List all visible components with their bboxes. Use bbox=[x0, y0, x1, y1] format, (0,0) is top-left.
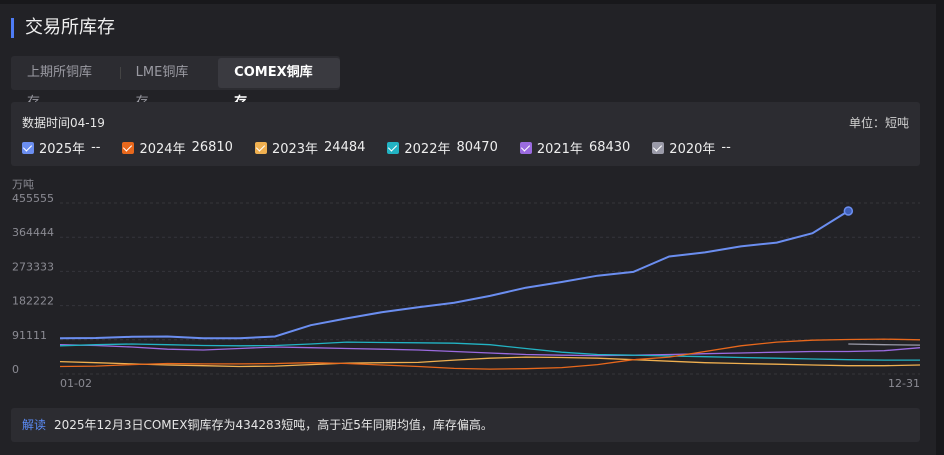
section-title: 交易所库存 bbox=[11, 18, 115, 38]
x-tick-label: 12-31 bbox=[888, 377, 920, 390]
y-tick-label: 273333 bbox=[12, 260, 54, 273]
legend: 2025年 -- 2024年 26810 2023年 24484 2022年 80470 202… bbox=[22, 138, 753, 157]
legend-checkbox[interactable] bbox=[387, 141, 400, 154]
legend-checkbox[interactable] bbox=[254, 141, 267, 154]
series-line bbox=[59, 210, 849, 340]
y-tick-label: 91111 bbox=[12, 329, 47, 342]
legend-value: 24484 bbox=[324, 140, 366, 155]
y-tick-label: 455555 bbox=[12, 192, 54, 205]
panel: 交易所库存 上期所铜库存 LME铜库存 COMEX铜库存 数据时间04-19 单… bbox=[0, 4, 936, 455]
series-line bbox=[59, 356, 921, 368]
legend-checkbox[interactable] bbox=[122, 141, 135, 154]
legend-item[interactable]: 2021年 68430 bbox=[519, 138, 631, 157]
annotation-box: 解读 2025年12月3日COMEX铜库存为434283短吨，高于近5年同期均值，… bbox=[11, 408, 920, 442]
legend-value: 80470 bbox=[456, 140, 498, 155]
legend-label: 2022年 bbox=[404, 142, 451, 157]
legend-checkbox[interactable] bbox=[22, 141, 34, 154]
series-line bbox=[59, 341, 920, 361]
x-tick-label: 01-02 bbox=[60, 377, 92, 390]
legend-label: 2020年 bbox=[669, 142, 716, 157]
legend-value: -- bbox=[91, 140, 101, 155]
legend-value: 68430 bbox=[588, 140, 631, 155]
series-line bbox=[848, 343, 921, 346]
legend-item[interactable]: 2024年 26810 bbox=[122, 138, 233, 157]
end-point bbox=[843, 206, 854, 216]
y-tick-label: 364444 bbox=[12, 226, 54, 239]
legend-checkbox[interactable] bbox=[519, 141, 532, 154]
legend-value: 26810 bbox=[191, 140, 233, 155]
legend-panel: 数据时间04-19 单位：短吨 2025年 -- 2024年 26810 2023年 24… bbox=[11, 102, 920, 166]
legend-label: 2025年 bbox=[39, 142, 86, 157]
tab-active[interactable]: COMEX铜库存 bbox=[218, 58, 340, 110]
legend-item[interactable]: 2023年 24484 bbox=[254, 138, 366, 157]
legend-checkbox[interactable] bbox=[652, 141, 665, 154]
y-unit: 万吨 bbox=[12, 178, 34, 191]
legend-label: 2024年 bbox=[139, 142, 186, 157]
legend-item[interactable]: 2025年 -- bbox=[22, 138, 100, 157]
y-tick-label: 0 bbox=[12, 363, 19, 376]
legend-value: -- bbox=[721, 140, 731, 155]
legend-label: 2023年 bbox=[271, 142, 319, 157]
series-line bbox=[59, 338, 921, 370]
annotation: 2025年12月3日COMEX铜库存为434283短吨，高于近5年同期均值，库存… bbox=[54, 418, 493, 432]
legend-label: 2021年 bbox=[536, 142, 583, 157]
y-tick-label: 182222 bbox=[12, 295, 54, 308]
series-line bbox=[59, 344, 921, 357]
annotation-label: 解读 bbox=[22, 418, 47, 432]
legend-item[interactable]: 2022年 80470 bbox=[387, 138, 498, 157]
data-time: 数据时间04-19 bbox=[22, 116, 105, 130]
legend-item[interactable]: 2020年 -- bbox=[652, 138, 731, 157]
unit: 单位：短吨 bbox=[848, 116, 909, 130]
